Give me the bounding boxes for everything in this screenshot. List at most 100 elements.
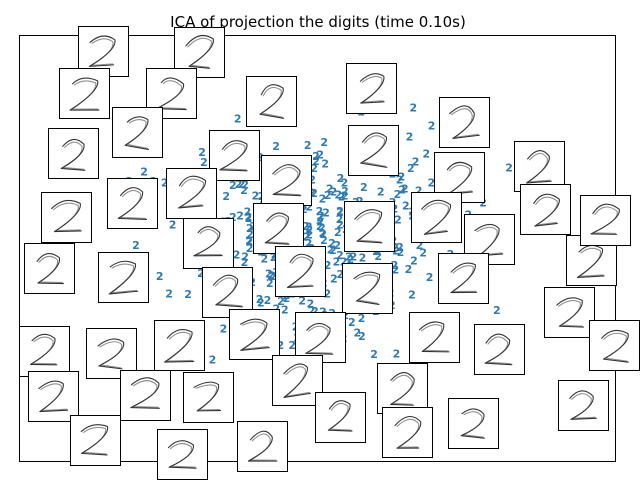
thumbnail-frame bbox=[70, 415, 121, 466]
scatter-point: 2 bbox=[267, 269, 275, 282]
thumbnail-frame bbox=[229, 309, 280, 360]
digit-thumbnail bbox=[183, 372, 234, 423]
digit-thumbnail bbox=[107, 178, 158, 229]
scatter-point: 2 bbox=[236, 210, 244, 223]
scatter-point: 2 bbox=[398, 184, 406, 197]
scatter-point: 2 bbox=[428, 120, 436, 133]
scatter-point: 2 bbox=[197, 267, 205, 280]
thumbnail-frame bbox=[86, 328, 137, 379]
digit-two-glyph-shadow bbox=[285, 366, 310, 397]
thumbnail-frame bbox=[59, 68, 110, 119]
scatter-point: 2 bbox=[132, 239, 140, 252]
scatter-point: 2 bbox=[337, 172, 345, 185]
scatter-point: 2 bbox=[402, 200, 410, 213]
scatter-point: 2 bbox=[311, 305, 319, 318]
scatter-point: 2 bbox=[408, 288, 416, 301]
digit-thumbnail bbox=[183, 218, 234, 269]
digit-thumbnail bbox=[261, 155, 312, 206]
digit-two-glyph-shadow bbox=[423, 202, 450, 234]
digit-two-glyph-shadow bbox=[261, 86, 284, 118]
digit-two-glyph-shadow bbox=[592, 206, 618, 234]
digit-thumbnail bbox=[439, 97, 490, 148]
scatter-point: 2 bbox=[264, 294, 272, 307]
scatter-point: 2 bbox=[333, 239, 341, 252]
scatter-point: 2 bbox=[238, 178, 246, 191]
digit-thumbnail bbox=[112, 107, 163, 158]
thumbnail-frame bbox=[253, 203, 304, 254]
scatter-point: 2 bbox=[241, 256, 249, 269]
digit-two-glyph-shadow bbox=[119, 189, 147, 219]
digit-two-glyph-shadow bbox=[486, 336, 512, 365]
scatter-point: 2 bbox=[272, 140, 280, 153]
digit-thumbnail bbox=[59, 68, 110, 119]
digit-thumbnail bbox=[382, 407, 433, 458]
thumbnail-frame bbox=[589, 320, 640, 371]
scatter-point: 2 bbox=[341, 176, 349, 189]
scatter-point: 2 bbox=[245, 211, 253, 224]
digit-thumbnail bbox=[315, 392, 366, 443]
digit-two-glyph-shadow bbox=[288, 256, 313, 288]
digit-two-glyph-shadow bbox=[126, 119, 149, 150]
scatter-point: 2 bbox=[321, 158, 329, 171]
digit-two-glyph-shadow bbox=[448, 164, 473, 194]
digit-two-glyph-shadow bbox=[355, 274, 379, 305]
scatter-point: 2 bbox=[246, 222, 254, 235]
scatter-point: 2 bbox=[328, 237, 336, 250]
digit-thumbnail bbox=[24, 243, 75, 294]
digit-thumbnail bbox=[474, 324, 525, 375]
scatter-point: 2 bbox=[493, 304, 501, 317]
scatter-point: 2 bbox=[317, 209, 325, 222]
scatter-point: 2 bbox=[165, 287, 173, 300]
digit-thumbnail bbox=[580, 195, 631, 246]
digit-two-glyph-shadow bbox=[62, 141, 85, 170]
thumbnail-frame bbox=[544, 287, 595, 338]
scatter-point: 2 bbox=[312, 155, 320, 168]
digit-two-glyph-shadow bbox=[71, 80, 99, 110]
scatter-point: 2 bbox=[271, 248, 279, 261]
thumbnail-frame bbox=[439, 97, 490, 148]
digit-thumbnail bbox=[157, 429, 208, 480]
scatter-point: 2 bbox=[252, 189, 260, 202]
digit-two-glyph-shadow bbox=[38, 255, 63, 284]
digit-thumbnail bbox=[98, 252, 149, 303]
scatter-point: 2 bbox=[246, 228, 254, 241]
scatter-point: 2 bbox=[306, 223, 314, 236]
digit-thumbnail bbox=[48, 128, 99, 179]
scatter-point: 2 bbox=[288, 339, 296, 352]
thumbnail-frame bbox=[246, 76, 297, 127]
scatter-point: 2 bbox=[393, 348, 401, 361]
digit-thumbnail bbox=[154, 320, 205, 371]
digit-two-glyph-shadow bbox=[329, 402, 352, 431]
thumbnail-frame bbox=[261, 155, 312, 206]
scatter-point: 2 bbox=[406, 131, 414, 144]
thumbnail-frame bbox=[112, 107, 163, 158]
scatter-point: 2 bbox=[229, 179, 237, 192]
digit-two-glyph-shadow bbox=[274, 166, 301, 196]
scatter-point: 2 bbox=[327, 243, 335, 256]
digit-thumbnail bbox=[229, 309, 280, 360]
scatter-point: 2 bbox=[220, 323, 228, 336]
thumbnail-frame bbox=[344, 201, 395, 252]
scatter-point: 2 bbox=[319, 193, 327, 206]
scatter-point: 2 bbox=[276, 339, 284, 352]
thumbnail-frame bbox=[24, 243, 75, 294]
thumbnail-frame bbox=[448, 398, 499, 449]
digit-two-glyph-shadow bbox=[450, 108, 479, 139]
scatter-point: 2 bbox=[358, 312, 366, 325]
thumbnail-frame bbox=[237, 421, 288, 472]
digit-two-glyph-shadow bbox=[99, 341, 123, 369]
digit-thumbnail bbox=[19, 326, 70, 377]
scatter-point: 2 bbox=[336, 268, 344, 281]
thumbnail-frame bbox=[315, 392, 366, 443]
scatter-point: 2 bbox=[257, 296, 265, 309]
scatter-point: 2 bbox=[341, 185, 349, 198]
scatter-point: 2 bbox=[209, 353, 217, 366]
digit-thumbnail bbox=[448, 398, 499, 449]
scatter-point: 2 bbox=[374, 250, 382, 263]
digit-two-glyph-shadow bbox=[527, 152, 551, 183]
digit-thumbnail bbox=[166, 168, 217, 219]
scatter-point: 2 bbox=[310, 187, 318, 200]
scatter-point: 2 bbox=[307, 298, 315, 311]
